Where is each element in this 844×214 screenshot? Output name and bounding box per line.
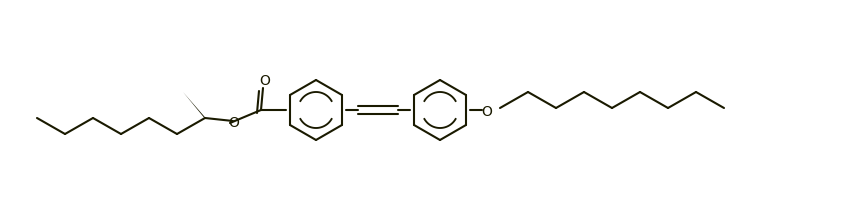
Polygon shape — [183, 92, 205, 118]
Text: O: O — [228, 116, 239, 130]
Text: O: O — [481, 105, 492, 119]
Text: O: O — [259, 74, 270, 88]
